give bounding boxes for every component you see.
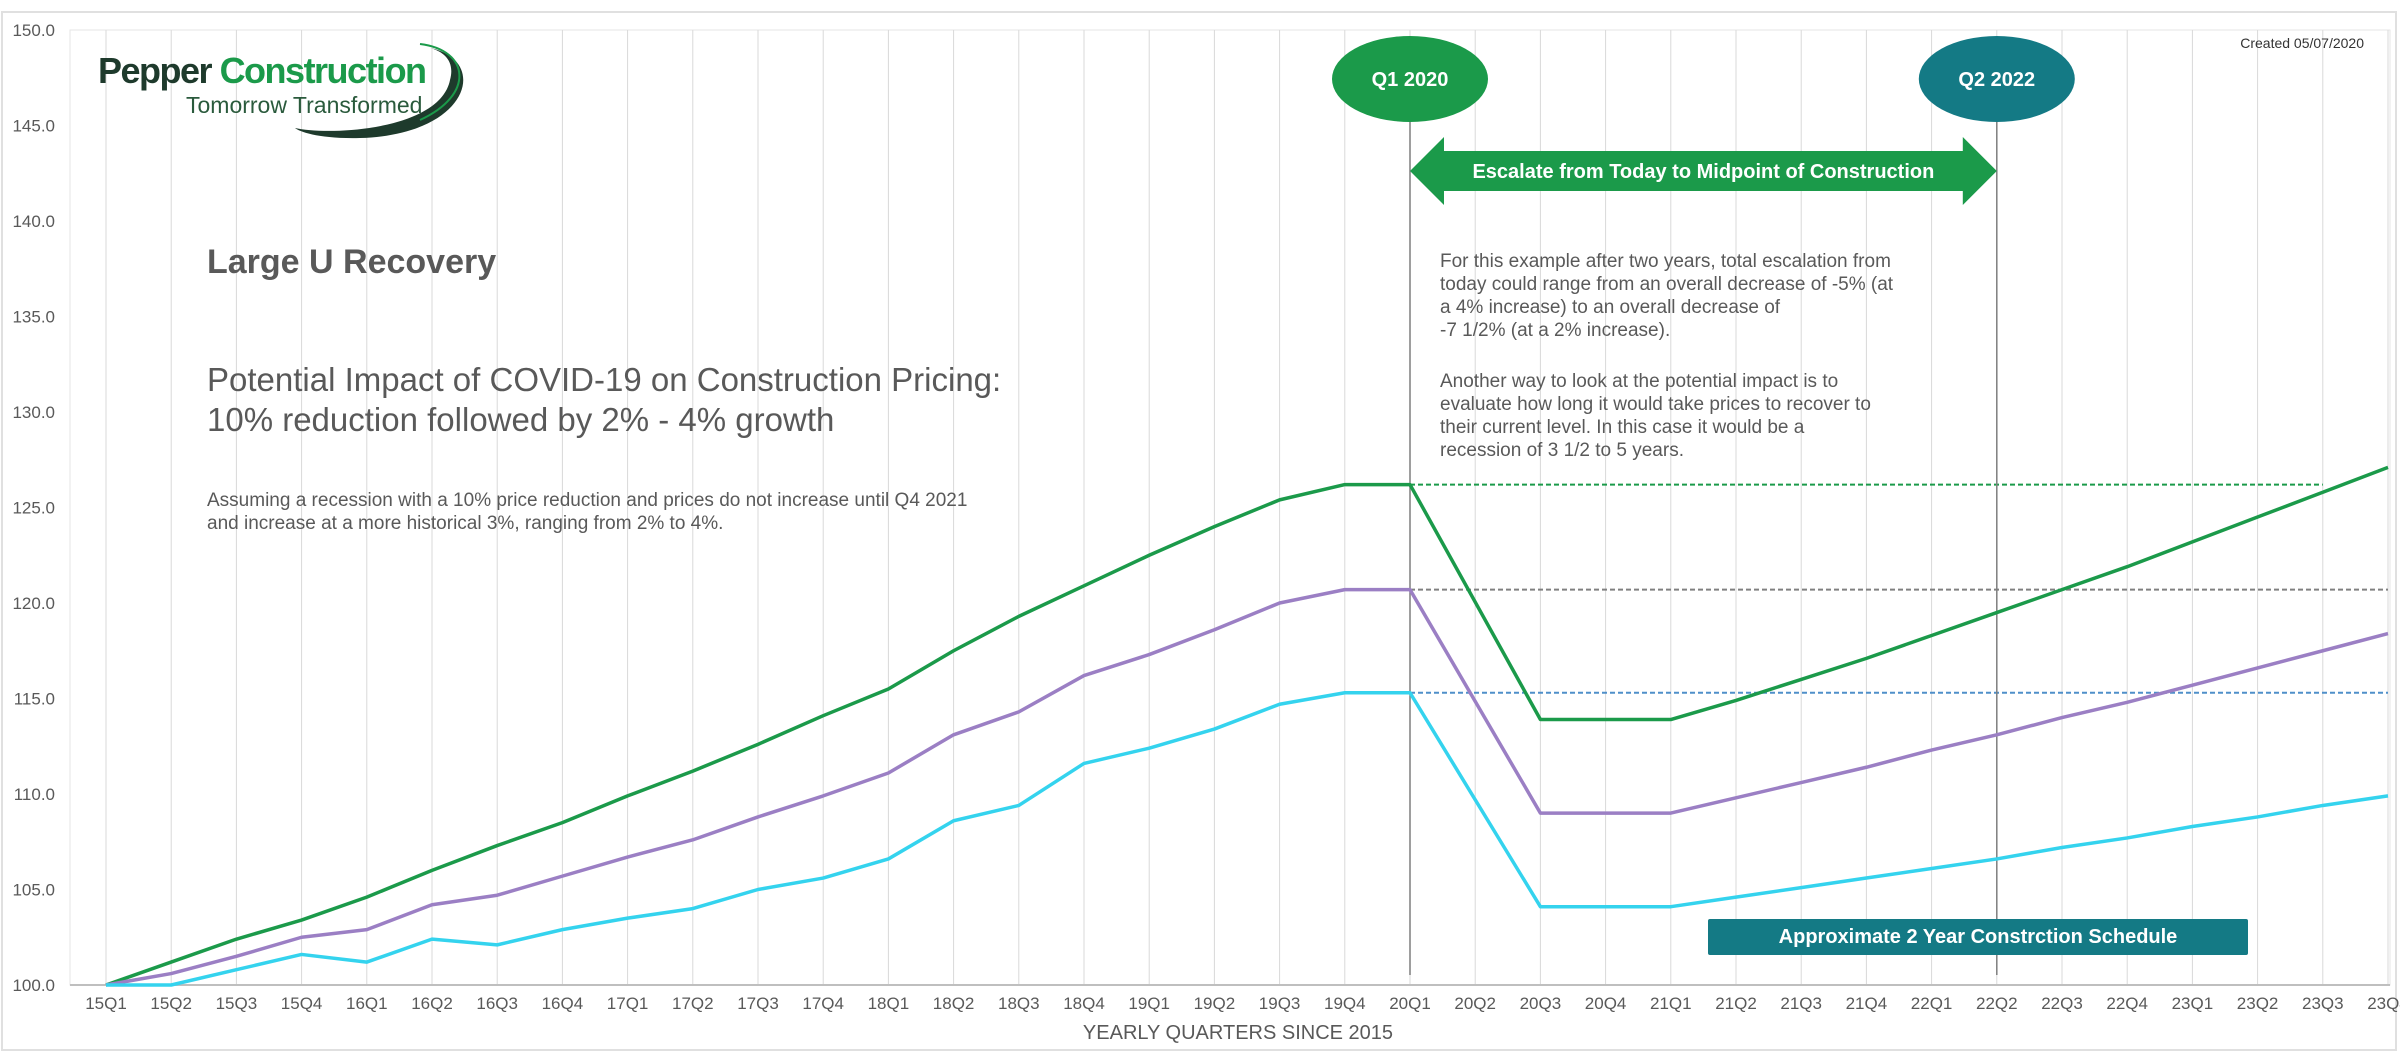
x-tick-label-20Q3: 20Q3 — [1520, 994, 1562, 1013]
x-tick-label-15Q2: 15Q2 — [150, 994, 192, 1013]
x-tick-label-23Q4: 23Q4 — [2367, 994, 2400, 1013]
y-tick-label: 110.0 — [14, 785, 55, 804]
x-tick-label-18Q3: 18Q3 — [998, 994, 1040, 1013]
y-tick-label: 105.0 — [12, 881, 55, 900]
escalation-arrow-label: Escalate from Today to Midpoint of Const… — [1472, 161, 1934, 183]
x-tick-label-23Q2: 23Q2 — [2237, 994, 2279, 1013]
x-tick-label-21Q4: 21Q4 — [1846, 994, 1888, 1013]
x-tick-label-20Q2: 20Q2 — [1454, 994, 1496, 1013]
y-tick-label: 100.0 — [12, 976, 55, 995]
company-logo: Pepper Construction Tomorrow Transformed — [90, 40, 470, 150]
note1-line: For this example after two years, total … — [1440, 251, 1891, 272]
x-tick-label-21Q1: 21Q1 — [1650, 994, 1692, 1013]
note2-line: Another way to look at the potential imp… — [1440, 371, 1839, 392]
y-tick-label: 120.0 — [12, 594, 55, 613]
logo-brand-part2: Construction — [219, 50, 427, 91]
x-tick-label-22Q1: 22Q1 — [1911, 994, 1953, 1013]
marker-badge-0 — [1332, 36, 1488, 122]
x-tick-label-21Q3: 21Q3 — [1780, 994, 1822, 1013]
x-tick-label-18Q1: 18Q1 — [868, 994, 910, 1013]
note1-line: today could range from an overall decrea… — [1440, 274, 1894, 295]
logo-swoosh-icon — [295, 43, 464, 139]
subheading-line-2: 10% reduction followed by 2% - 4% growth — [207, 401, 835, 438]
assumption-text: Assuming a recession with a 10% price re… — [207, 489, 967, 535]
x-tick-label-19Q3: 19Q3 — [1259, 994, 1301, 1013]
x-tick-label-22Q2: 22Q2 — [1976, 994, 2018, 1013]
y-tick-label: 140.0 — [12, 212, 55, 231]
x-tick-label-22Q3: 22Q3 — [2041, 994, 2083, 1013]
x-tick-label-16Q4: 16Q4 — [542, 994, 584, 1013]
x-axis-label: YEARLY QUARTERS SINCE 2015 — [1083, 1022, 1393, 1044]
x-tick-label-20Q1: 20Q1 — [1389, 994, 1431, 1013]
x-tick-label-15Q4: 15Q4 — [281, 994, 323, 1013]
assumption-line-1: Assuming a recession with a 10% price re… — [207, 490, 968, 511]
x-tick-label-21Q2: 21Q2 — [1715, 994, 1757, 1013]
x-tick-label-20Q4: 20Q4 — [1585, 994, 1627, 1013]
x-tick-label-18Q2: 18Q2 — [933, 994, 975, 1013]
created-date: Created 05/07/2020 — [2240, 35, 2364, 51]
subheading-line-1: Potential Impact of COVID-19 on Construc… — [207, 361, 1002, 398]
x-tick-label-15Q1: 15Q1 — [85, 994, 127, 1013]
y-tick-label: 145.0 — [12, 117, 55, 136]
series-line-1 — [105, 587, 2389, 987]
y-tick-label: 115.0 — [14, 690, 55, 709]
logo-tagline: Tomorrow Transformed — [186, 92, 423, 118]
x-tick-label-16Q1: 16Q1 — [346, 994, 388, 1013]
y-tick-label: 130.0 — [12, 403, 55, 422]
assumption-line-2: and increase at a more historical 3%, ra… — [207, 513, 724, 534]
x-tick-label-15Q3: 15Q3 — [216, 994, 258, 1013]
x-tick-label-18Q4: 18Q4 — [1063, 994, 1105, 1013]
marker-badge-1 — [1918, 36, 2075, 122]
x-tick-label-19Q2: 19Q2 — [1194, 994, 1236, 1013]
x-tick-label-19Q4: 19Q4 — [1324, 994, 1366, 1013]
escalation-note: For this example after two years, total … — [1440, 250, 1930, 342]
x-tick-label-19Q1: 19Q1 — [1128, 994, 1170, 1013]
series-line-2 — [106, 691, 2389, 987]
note1-line: -7 1/2% (at a 2% increase). — [1440, 320, 1671, 341]
y-tick-label: 125.0 — [12, 499, 55, 518]
recovery-note: Another way to look at the potential imp… — [1440, 370, 1930, 462]
escalation-arrow-icon — [1410, 137, 1997, 205]
logo-brand-part1: Pepper — [98, 50, 213, 91]
x-tick-label-16Q3: 16Q3 — [476, 994, 518, 1013]
note2-line: evaluate how long it would take prices t… — [1440, 394, 1871, 415]
x-tick-label-17Q4: 17Q4 — [802, 994, 844, 1013]
construction-schedule-label: Approximate 2 Year Constrction Schedule — [1708, 919, 2248, 955]
x-tick-label-17Q3: 17Q3 — [737, 994, 779, 1013]
x-tick-label-17Q1: 17Q1 — [607, 994, 649, 1013]
chart-heading: Large U Recovery — [207, 243, 497, 281]
y-tick-label: 150.0 — [12, 21, 55, 40]
note2-line: recession of 3 1/2 to 5 years. — [1440, 440, 1684, 461]
marker-label-0: Q1 2020 — [1372, 69, 1449, 91]
x-tick-label-23Q3: 23Q3 — [2302, 994, 2344, 1013]
x-tick-label-23Q1: 23Q1 — [2172, 994, 2214, 1013]
series-line-0 — [105, 465, 2389, 987]
y-tick-label: 135.0 — [12, 308, 55, 327]
marker-label-1: Q2 2022 — [1958, 69, 2035, 91]
x-tick-label-22Q4: 22Q4 — [2106, 994, 2148, 1013]
note2-line: their current level. In this case it wou… — [1440, 417, 1805, 438]
x-tick-label-16Q2: 16Q2 — [411, 994, 453, 1013]
x-tick-label-17Q2: 17Q2 — [672, 994, 714, 1013]
chart-border — [1, 11, 2397, 1051]
note1-line: a 4% increase) to an overall decrease of — [1440, 297, 1781, 318]
chart-subheading: Potential Impact of COVID-19 on Construc… — [207, 360, 1001, 440]
